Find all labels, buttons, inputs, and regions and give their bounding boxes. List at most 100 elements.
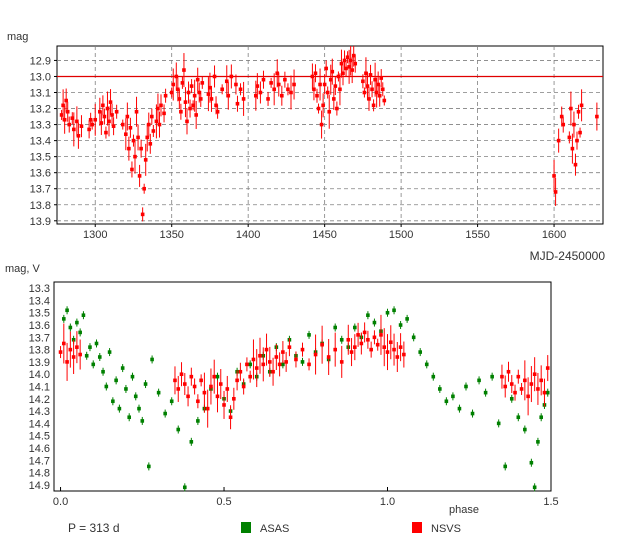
top-data-point: [347, 65, 351, 69]
nsvs-data-point: [218, 382, 223, 386]
top-data-point: [130, 167, 134, 172]
top-data-point: [342, 58, 347, 63]
top-data-point: [197, 90, 202, 95]
top-data-point: [185, 119, 189, 124]
nsvs-data-point: [268, 360, 272, 364]
top-y-tick-label: 13.7: [30, 184, 51, 196]
top-data-point: [335, 106, 339, 111]
top-data-point: [212, 74, 217, 79]
nsvs-data-point: [313, 352, 318, 357]
top-data-point: [324, 66, 328, 71]
asas-data-point: [451, 394, 455, 399]
asas-data-point: [339, 337, 344, 342]
top-data-point: [142, 186, 146, 191]
asas-data-point: [411, 335, 416, 340]
asas-data-point: [536, 440, 540, 444]
top-x-tick-label: 1600: [542, 229, 566, 241]
top-data-point: [177, 97, 182, 101]
top-data-point: [382, 98, 387, 103]
top-data-point: [313, 71, 318, 76]
asas-data-point: [143, 382, 148, 386]
phase-y-tick-label: 14.1: [29, 382, 50, 394]
asas-data-point: [470, 411, 475, 416]
asas-data-point: [438, 387, 442, 391]
nsvs-data-point: [287, 345, 292, 349]
top-x-tick-label: 1350: [159, 229, 183, 241]
nsvs-data-point: [545, 366, 550, 370]
asas-data-point: [477, 378, 481, 383]
legend-nsvs-swatch: [412, 522, 422, 533]
phase-y-tick-label: 14.9: [29, 480, 50, 492]
asas-data-point: [431, 374, 436, 379]
phase-y-tick-label: 13.5: [29, 308, 50, 320]
asas-data-point: [91, 362, 96, 367]
asas-data-point: [163, 411, 167, 416]
top-data-point: [108, 100, 113, 104]
nsvs-data-point: [281, 350, 285, 354]
top-x-tick-labels: 1300 1350 1400 1450 1500 1550 1600: [83, 224, 566, 241]
top-data-point: [174, 74, 179, 79]
top-data-point: [365, 84, 370, 88]
phase-y-tick-labels: 13.313.413.513.613.713.813.914.014.114.2…: [29, 283, 50, 492]
nsvs-data-point: [225, 387, 230, 391]
top-data-point: [87, 127, 91, 132]
top-data-point: [140, 212, 145, 217]
asas-data-point: [111, 399, 115, 404]
asas-data-point: [398, 323, 403, 327]
top-data-point: [65, 109, 70, 114]
top-data-point: [76, 134, 81, 138]
top-data-point: [371, 103, 376, 108]
top-data-point: [194, 113, 198, 117]
top-chart: 12.9 13.0 13.1 13.2 13.3 13.4 13.5 13.6 13.7 13.8…: [7, 31, 605, 263]
top-y-tick-label: 13.5: [30, 152, 51, 164]
asas-data-point: [215, 374, 220, 379]
top-data-point: [169, 90, 174, 95]
top-y-tick-label: 13.2: [30, 104, 51, 116]
top-data-point: [162, 111, 166, 116]
top-data-point: [572, 122, 576, 127]
top-data-point: [70, 116, 75, 120]
nsvs-data-point: [254, 366, 259, 370]
nsvs-data-point: [182, 382, 187, 386]
top-data-point: [72, 127, 76, 132]
phase-y-tick-label: 14.4: [29, 418, 50, 430]
top-data-point: [275, 71, 280, 76]
nsvs-data-point: [228, 415, 233, 420]
asas-data-point: [156, 390, 161, 395]
nsvs-data-point: [245, 362, 249, 367]
top-data-point: [67, 122, 72, 127]
nsvs-data-point: [186, 394, 190, 399]
top-data-point: [195, 77, 200, 82]
top-data-point: [226, 93, 231, 98]
top-data-point: [120, 122, 125, 127]
nsvs-data-point: [199, 378, 203, 383]
nsvs-data-point: [333, 347, 337, 352]
phase-chart: 13.313.413.513.613.713.813.914.014.114.2…: [5, 263, 559, 535]
top-data-point: [272, 87, 276, 92]
phase-y-tick-label: 14.2: [29, 394, 50, 406]
asas-data-point: [539, 415, 543, 420]
asas-data-point: [516, 415, 521, 420]
asas-data-point: [385, 310, 390, 315]
asas-data-point: [545, 390, 550, 395]
phase-y-tick-label: 14.0: [29, 369, 50, 381]
phase-y-tick-label: 14.6: [29, 443, 50, 455]
top-x-axis-label: MJD-2450000: [530, 249, 606, 263]
top-data-point: [214, 103, 218, 108]
phase-y-tick-label: 13.4: [29, 295, 50, 307]
top-data-point: [208, 85, 212, 90]
asas-data-point: [130, 374, 135, 379]
asas-data-point: [62, 317, 66, 321]
nsvs-data-point: [392, 347, 396, 352]
top-data-point: [316, 106, 321, 111]
nsvs-data-point: [271, 369, 275, 374]
nsvs-data-point: [503, 384, 508, 389]
top-y-tick-label: 13.3: [30, 120, 51, 132]
phase-y-tick-label: 13.7: [29, 332, 50, 344]
top-data-point: [552, 174, 556, 178]
top-data-point: [131, 138, 136, 143]
top-data-point: [315, 93, 319, 98]
asas-data-point: [464, 384, 468, 389]
nsvs-data-point: [65, 360, 69, 364]
